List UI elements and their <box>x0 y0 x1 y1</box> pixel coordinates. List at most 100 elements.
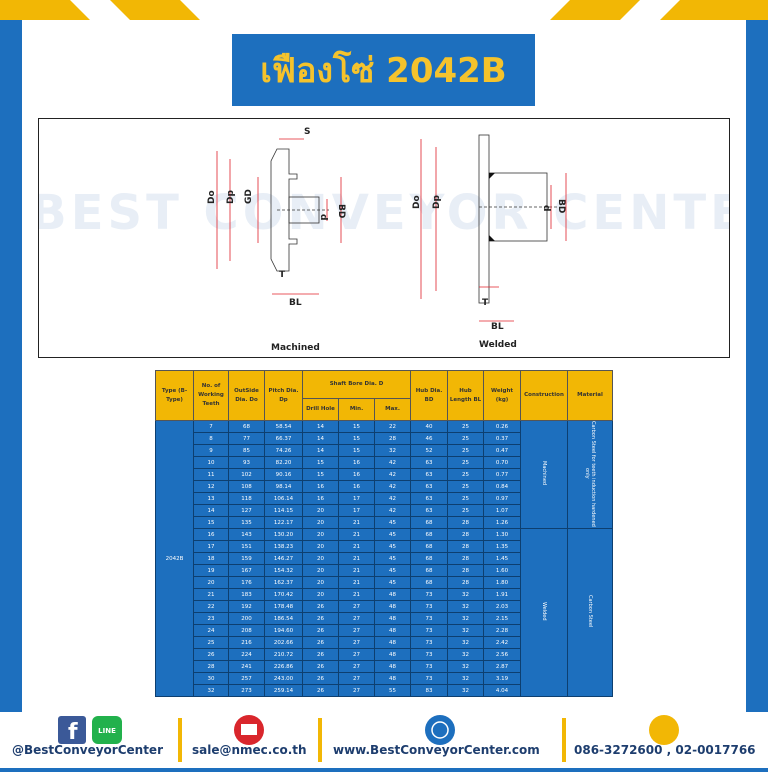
cell: 48 <box>373 660 412 673</box>
table-body: 2042B 7 68 58.54 14 15 22 40 25 0.26 Machined Carbo… <box>155 420 614 697</box>
header-cell: Hub Dia. BD <box>410 370 449 421</box>
top-strip <box>0 0 768 20</box>
header-cell: Max. <box>373 398 412 421</box>
cell: 32 <box>447 588 485 601</box>
title: เฟืองโซ่ 2042B <box>232 34 535 106</box>
cell: 22 <box>373 420 412 433</box>
cell: 68 <box>228 420 265 433</box>
cell: 273 <box>228 684 265 697</box>
cell: 27 <box>338 684 375 697</box>
cell: 74.26 <box>264 444 303 457</box>
cell: 63 <box>410 468 449 481</box>
cell: 118 <box>228 492 265 505</box>
cell: 16 <box>302 480 339 493</box>
cell: 25 <box>447 432 485 445</box>
cell: 32 <box>447 636 485 649</box>
dim-label: d <box>541 205 551 211</box>
caption: Machined <box>271 343 320 353</box>
construction-cell: Welded <box>520 528 569 697</box>
cell: 20 <box>302 528 339 541</box>
cell: 20 <box>302 540 339 553</box>
cell: 32 <box>447 684 485 697</box>
cell: 21 <box>338 540 375 553</box>
header-cell: Shaft Bore Dia. D <box>301 370 412 399</box>
cell: 55 <box>373 684 412 697</box>
cell: 16 <box>338 468 375 481</box>
cell: 1.91 <box>483 588 522 601</box>
table-row: 22 192 178.48 26 27 48 73 32 2.03 <box>156 600 613 613</box>
cell: 27 <box>338 648 375 661</box>
phone[interactable]: 086-3272600 , 02-0017766 <box>574 743 756 757</box>
cell: 17 <box>338 504 375 517</box>
cell: 186.54 <box>264 612 303 625</box>
construction-cell: Machined <box>520 420 569 529</box>
cell: 73 <box>410 648 449 661</box>
facebook[interactable]: @BestConveyorCenter <box>12 743 163 757</box>
cell: 27 <box>338 600 375 613</box>
cell: 20 <box>302 504 339 517</box>
cell: 143 <box>228 528 265 541</box>
table-row: 30 257 243.00 26 27 48 73 32 3.19 <box>156 672 613 685</box>
cell: 25 <box>447 456 485 469</box>
cell: 122.17 <box>264 516 303 529</box>
email[interactable]: sale@nmec.co.th <box>192 743 307 757</box>
cell: 26 <box>302 684 339 697</box>
cell: 178.48 <box>264 600 303 613</box>
header-cell: Min. <box>338 398 375 421</box>
cell: 1.35 <box>483 540 522 553</box>
cell: 15 <box>302 468 339 481</box>
cell: 27 <box>338 612 375 625</box>
cell: 83 <box>410 684 449 697</box>
cell: 14 <box>193 504 229 517</box>
cell: 0.84 <box>483 480 522 493</box>
cell: 45 <box>373 516 412 529</box>
cell: 21 <box>338 552 375 565</box>
cell: 202.66 <box>264 636 303 649</box>
cell: 226.86 <box>264 660 303 673</box>
cell: 82.20 <box>264 456 303 469</box>
cell: 23 <box>193 612 229 625</box>
cell: 4.04 <box>483 684 522 697</box>
cell: 16 <box>338 456 375 469</box>
spec-table: Type (B-Type) No. of Working Teeth OutSi… <box>155 370 614 697</box>
cell: 0.47 <box>483 444 522 457</box>
dim-label: Dp <box>226 190 236 204</box>
cell: 32 <box>447 648 485 661</box>
cell: 21 <box>338 564 375 577</box>
dim-label: T <box>279 270 286 280</box>
cell: 25 <box>193 636 229 649</box>
diagram-svg: BEST CONVEYOR CENTER Do Dp GD S d BD T B… <box>30 127 768 353</box>
cell: 27 <box>338 636 375 649</box>
cell: 46 <box>410 432 449 445</box>
cell: 73 <box>410 636 449 649</box>
cell: 1.45 <box>483 552 522 565</box>
cell: 10 <box>193 456 229 469</box>
header-cell: No. of Working Teeth <box>193 370 229 421</box>
cell: 17 <box>193 540 229 553</box>
cell: 0.97 <box>483 492 522 505</box>
table-row: 17 151 138.23 20 21 45 68 28 1.35 <box>156 540 613 553</box>
cell: 16 <box>302 492 339 505</box>
cell: 48 <box>373 600 412 613</box>
cell: 48 <box>373 588 412 601</box>
cell: 15 <box>302 456 339 469</box>
svg-text:f: f <box>68 720 78 745</box>
cell: 15 <box>338 432 375 445</box>
cell: 32 <box>447 624 485 637</box>
cell: 15 <box>338 420 375 433</box>
cell: 17 <box>338 492 375 505</box>
cell: 15 <box>338 444 375 457</box>
dim-label: S <box>304 127 310 137</box>
cell: 21 <box>338 516 375 529</box>
cell: 159 <box>228 552 265 565</box>
cell: 224 <box>228 648 265 661</box>
cell: 48 <box>373 648 412 661</box>
cell: 73 <box>410 600 449 613</box>
cell: 208 <box>228 624 265 637</box>
cell: 130.20 <box>264 528 303 541</box>
material-cell: Carbon Steel <box>567 528 614 697</box>
cell: 106.14 <box>264 492 303 505</box>
dim-label: BL <box>289 298 302 308</box>
cell: 154.32 <box>264 564 303 577</box>
website[interactable]: www.BestConveyorCenter.com <box>333 743 540 757</box>
